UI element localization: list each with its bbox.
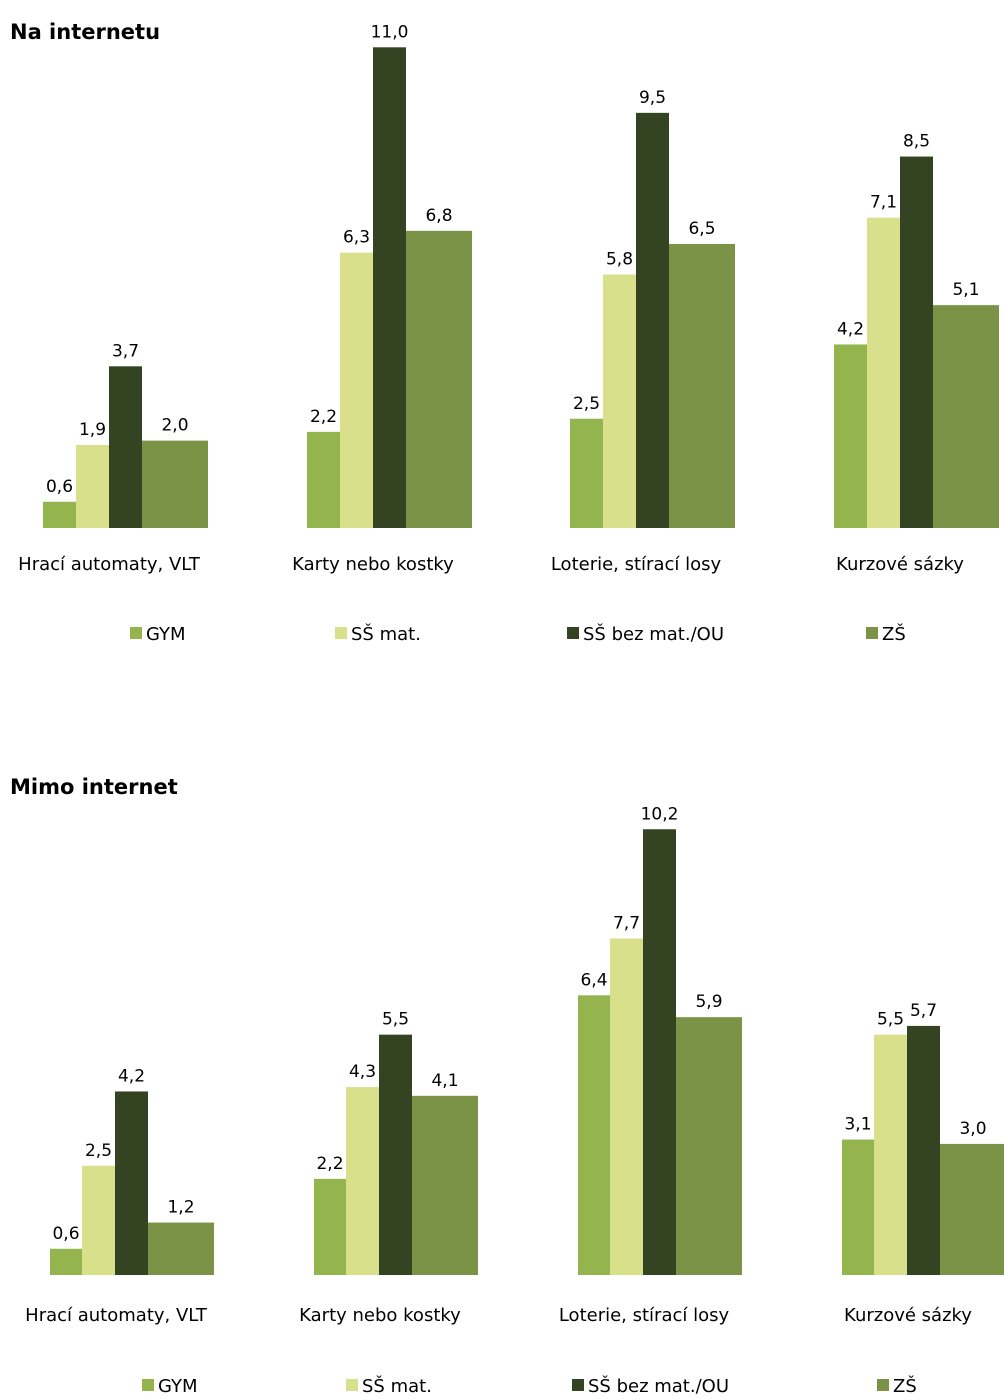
- legend-swatch: [130, 627, 142, 639]
- bar: [834, 344, 867, 528]
- data-label: 0,6: [52, 1224, 79, 1244]
- bar: [412, 1095, 478, 1275]
- data-label: 6,3: [343, 228, 370, 248]
- data-label: 7,7: [613, 914, 640, 934]
- data-label: 5,7: [910, 1001, 937, 1021]
- category-label: Kurzové sázky: [844, 1305, 972, 1326]
- data-label: 3,7: [112, 341, 139, 361]
- bar: [907, 1025, 940, 1275]
- bar: [636, 112, 669, 528]
- chart-title-offline: Mimo internet: [10, 775, 178, 799]
- data-label: 0,6: [46, 477, 73, 497]
- bar: [373, 47, 406, 529]
- data-label: 5,8: [606, 250, 633, 270]
- bar: [346, 1087, 379, 1275]
- legend-swatch: [572, 1379, 584, 1391]
- bar: [603, 274, 636, 528]
- category-label: Karty nebo kostky: [299, 1305, 461, 1326]
- chart-offline: 0,6 2,5 4,2 1,2 Hrací automaty, VLT 2,2 4,3 5,5…: [25, 804, 1004, 1397]
- category-label: Loterie, stírací losy: [559, 1305, 730, 1326]
- data-label: 3,1: [844, 1115, 871, 1135]
- bar: [379, 1034, 412, 1275]
- data-label: 4,3: [349, 1062, 376, 1082]
- data-label: 6,4: [580, 970, 607, 990]
- legend-swatch: [335, 627, 347, 639]
- data-label: 5,9: [695, 992, 722, 1012]
- legend-swatch: [567, 627, 579, 639]
- data-label: 9,5: [639, 88, 666, 108]
- category-label: Karty nebo kostky: [292, 554, 454, 575]
- legend-swatch: [346, 1379, 358, 1391]
- data-label: 5,5: [877, 1010, 904, 1030]
- bar: [570, 418, 603, 528]
- data-label: 6,5: [688, 219, 715, 239]
- data-label: 1,9: [79, 420, 106, 440]
- bar: [115, 1091, 148, 1275]
- legend-swatch: [877, 1379, 889, 1391]
- bar: [148, 1222, 214, 1275]
- bar: [874, 1034, 907, 1275]
- data-label: 2,2: [316, 1154, 343, 1174]
- data-label: 11,0: [371, 22, 409, 42]
- bar: [109, 366, 142, 528]
- data-label: 1,2: [167, 1198, 194, 1218]
- bar: [142, 440, 208, 528]
- bar: [50, 1248, 82, 1275]
- category-label: Loterie, stírací losy: [551, 554, 722, 575]
- data-label: 4,1: [431, 1071, 458, 1091]
- bar: [610, 938, 643, 1275]
- legend-swatch: [142, 1379, 154, 1391]
- bar: [76, 444, 109, 528]
- data-label: 8,5: [903, 132, 930, 152]
- bar: [340, 252, 373, 528]
- legend-label: SŠ bez mat./OU: [588, 1375, 729, 1397]
- data-label: 5,5: [382, 1010, 409, 1030]
- legend-label: GYM: [158, 1376, 198, 1397]
- data-label: 2,0: [161, 416, 188, 436]
- data-label: 4,2: [837, 319, 864, 339]
- data-label: 2,5: [85, 1141, 112, 1161]
- bar: [82, 1165, 115, 1275]
- data-label: 3,0: [959, 1119, 986, 1139]
- bar: [43, 501, 76, 528]
- legend-swatch: [866, 627, 878, 639]
- category-label: Hrací automaty, VLT: [25, 1305, 208, 1326]
- bar: [900, 156, 933, 529]
- legend-label: ZŠ: [893, 1375, 917, 1397]
- legend-label: SŠ mat.: [362, 1375, 432, 1397]
- data-label: 2,5: [573, 394, 600, 414]
- legend-label: SŠ bez mat./OU: [583, 623, 724, 645]
- bar: [643, 829, 676, 1275]
- bar: [307, 431, 340, 528]
- data-label: 6,8: [425, 206, 452, 226]
- category-label: Kurzové sázky: [836, 554, 964, 575]
- data-label: 5,1: [952, 280, 979, 300]
- legend-label: SŠ mat.: [351, 623, 421, 645]
- bar: [406, 230, 472, 528]
- bar: [842, 1139, 874, 1275]
- data-label: 10,2: [641, 804, 679, 824]
- bar: [940, 1143, 1004, 1275]
- bar: [676, 1017, 742, 1275]
- data-label: 2,2: [310, 407, 337, 427]
- legend-label: ZŠ: [882, 623, 906, 645]
- bar: [669, 243, 735, 528]
- data-label: 4,2: [118, 1066, 145, 1086]
- data-label: 7,1: [870, 193, 897, 213]
- bar: [578, 995, 610, 1275]
- category-label: Hrací automaty, VLT: [18, 554, 201, 575]
- chart-internet: 0,6 1,9 3,7 2,0 Hrací automaty, VLT 2,2 6,3 11,…: [18, 22, 999, 645]
- legend-label: GYM: [146, 624, 186, 645]
- bar: [867, 217, 900, 529]
- bar: [314, 1178, 346, 1275]
- chart-title-internet: Na internetu: [10, 20, 161, 44]
- bar: [933, 305, 999, 528]
